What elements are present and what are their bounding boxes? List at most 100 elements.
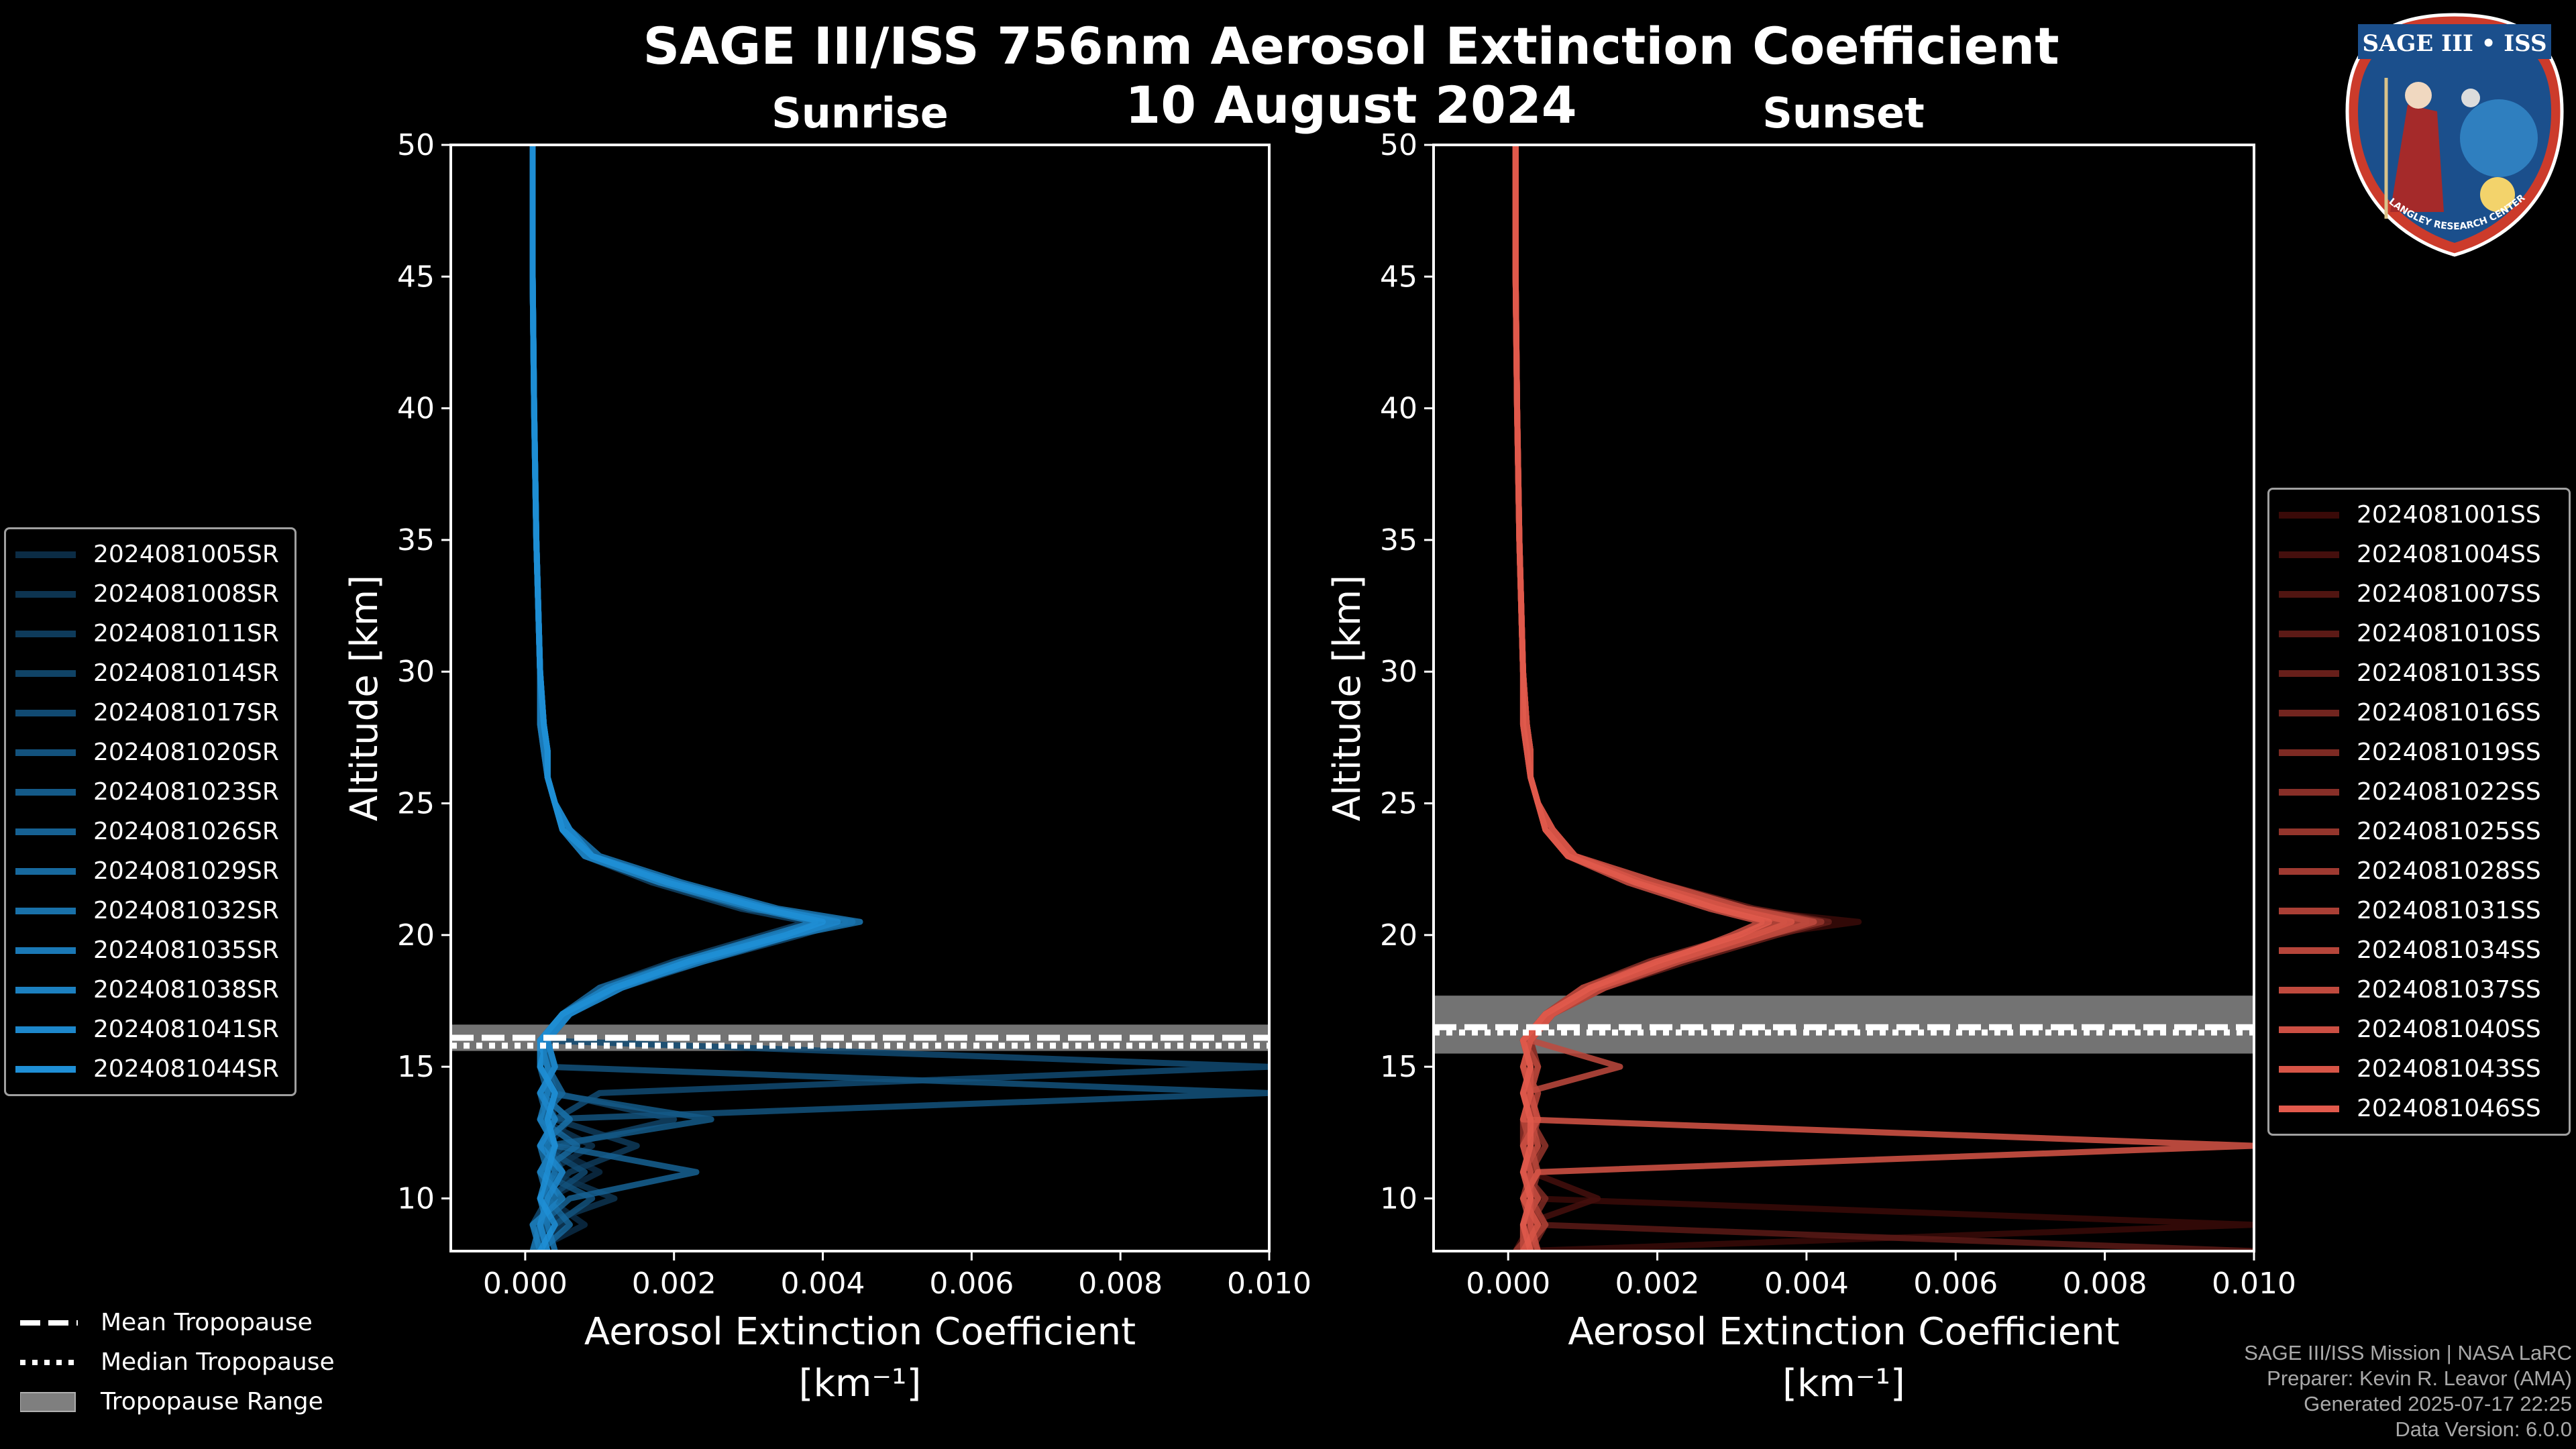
legend-label: 2024081041SR — [93, 1016, 279, 1043]
legend-swatch — [15, 590, 76, 598]
series-group — [1512, 145, 2254, 1251]
y-tick-label: 40 — [1380, 392, 1417, 426]
legend-item: 2024081016SS — [2269, 693, 2569, 733]
y-tick-label: 40 — [397, 392, 435, 426]
y-tick-label: 25 — [1380, 787, 1417, 821]
legend-item: 2024081011SR — [6, 614, 294, 653]
y-tick-label: 45 — [397, 260, 435, 294]
legend-item: 2024081010SS — [2269, 614, 2569, 653]
legend-label: 2024081008SR — [93, 580, 279, 608]
x-tick-label: 0.000 — [1466, 1267, 1550, 1301]
y-tick-label: 45 — [1380, 260, 1417, 294]
legend-item: 2024081013SS — [2269, 653, 2569, 693]
y-tick-label: 10 — [1380, 1181, 1417, 1216]
legend-item: 2024081004SS — [2269, 535, 2569, 574]
legend-swatch — [2279, 511, 2339, 519]
y-tick-label: 30 — [1380, 655, 1417, 689]
y-axis-label: Altitude [km] — [1326, 575, 1369, 821]
series-line-2024081001SS — [1512, 145, 2254, 1251]
y-tick-label: 35 — [397, 523, 435, 557]
legend-swatch — [15, 749, 76, 756]
legend-label: 2024081040SS — [2357, 1016, 2541, 1043]
legend-swatch — [15, 986, 76, 994]
legend-label: 2024081029SR — [93, 857, 279, 885]
legend-item: 2024081025SS — [2269, 812, 2569, 851]
legend-label: 2024081020SR — [93, 739, 279, 766]
legend-swatch — [15, 709, 76, 716]
logo-head — [2405, 82, 2432, 109]
legend-item: 2024081001SS — [2269, 495, 2569, 535]
x-axis-unit: [km⁻¹] — [1782, 1362, 1905, 1405]
legend-label: 2024081014SR — [93, 659, 279, 687]
panel-title: Sunset — [1762, 89, 1925, 138]
y-tick-label: 10 — [397, 1181, 435, 1216]
legend-label: 2024081037SS — [2357, 976, 2541, 1004]
sunset-panel: Sunset 10 15 20 25 30 35 40 45 50 0.000 0.002 0.004 0… — [1326, 89, 2296, 1405]
series-line-2024081043SS — [1512, 145, 2254, 1251]
legend-swatch — [2279, 986, 2339, 994]
series-line-2024081010SS — [1512, 145, 2254, 1251]
x-tick-label: 0.004 — [1764, 1267, 1849, 1301]
logo-figure — [2390, 105, 2444, 212]
range-band-icon — [20, 1391, 76, 1412]
legend-label: 2024081004SS — [2357, 541, 2541, 568]
x-axis-label: Aerosol Extinction Coefficient — [584, 1310, 1136, 1354]
credits: SAGE III/ISS Mission | NASA LaRC Prepare… — [2244, 1340, 2572, 1442]
legend-label: 2024081005SR — [93, 541, 279, 568]
legend-item: 2024081034SS — [2269, 930, 2569, 970]
legend-swatch — [2279, 749, 2339, 756]
legend-swatch — [2279, 669, 2339, 677]
legend-swatch — [15, 630, 76, 637]
legend-swatch — [15, 788, 76, 796]
series-line-2024081044SR — [529, 145, 826, 1251]
title-line2: 10 August 2024 — [1125, 75, 1576, 135]
legend-swatch — [15, 907, 76, 914]
logo-earth — [2460, 99, 2538, 177]
sunset-legend: 2024081001SS 2024081004SS 2024081007SS 2024… — [2267, 488, 2571, 1136]
sunrise-panel: Sunrise 10 15 20 25 30 35 40 45 50 0.000 0.002 0.004… — [343, 89, 1311, 1405]
legend-swatch — [2279, 590, 2339, 598]
axes-frame — [449, 144, 1271, 1252]
legend-label: Mean Tropopause — [101, 1309, 313, 1336]
legend-label: 2024081034SS — [2357, 936, 2541, 964]
sage-iii-iss-logo: SAGE III • ISS BALL • NASA LANGLEY RESEA… — [2343, 11, 2564, 257]
legend-swatch — [15, 867, 76, 875]
legend-item: 2024081020SR — [6, 733, 294, 772]
legend-item: 2024081043SS — [2269, 1049, 2569, 1089]
x-tick-label: 0.002 — [1615, 1267, 1700, 1301]
legend-swatch — [2279, 630, 2339, 637]
credit-generated: Generated 2025-07-17 22:25 — [2304, 1392, 2572, 1415]
series-line-2024081020SR — [529, 145, 1269, 1251]
x-tick-label: 0.004 — [781, 1267, 865, 1301]
legend-median-tropopause: Median Tropopause — [20, 1342, 335, 1382]
legend-label: 2024081007SS — [2357, 580, 2541, 608]
legend-item: 2024081014SR — [6, 653, 294, 693]
x-axis-unit: [km⁻¹] — [799, 1362, 922, 1405]
legend-item: 2024081007SS — [2269, 574, 2569, 614]
legend-label: 2024081031SS — [2357, 897, 2541, 924]
legend-label: 2024081011SR — [93, 620, 279, 647]
x-tick-label: 0.010 — [2212, 1267, 2296, 1301]
x-tick-label: 0.010 — [1227, 1267, 1311, 1301]
legend-item: 2024081019SS — [2269, 733, 2569, 772]
y-tick-label: 25 — [397, 787, 435, 821]
dashed-line-icon — [20, 1320, 78, 1326]
legend-item: 2024081023SR — [6, 772, 294, 812]
legend-swatch — [2279, 788, 2339, 796]
legend-swatch — [2279, 1105, 2339, 1112]
axes-frame — [1432, 144, 2255, 1252]
legend-label: 2024081013SS — [2357, 659, 2541, 687]
logo-sun-icon — [2480, 177, 2515, 212]
panel-title: Sunrise — [771, 89, 949, 138]
y-tick-label: 35 — [1380, 523, 1417, 557]
legend-label: 2024081025SS — [2357, 818, 2541, 845]
legend-swatch — [2279, 867, 2339, 875]
legend-label: 2024081038SR — [93, 976, 279, 1004]
legend-swatch — [2279, 907, 2339, 914]
title-line1: SAGE III/ISS 756nm Aerosol Extinction Co… — [643, 16, 2059, 76]
y-tick-label: 15 — [1380, 1050, 1417, 1084]
legend-item: 2024081040SS — [2269, 1010, 2569, 1049]
logo-moon-icon — [2461, 89, 2480, 107]
credit-mission: SAGE III/ISS Mission | NASA LaRC — [2244, 1341, 2572, 1364]
